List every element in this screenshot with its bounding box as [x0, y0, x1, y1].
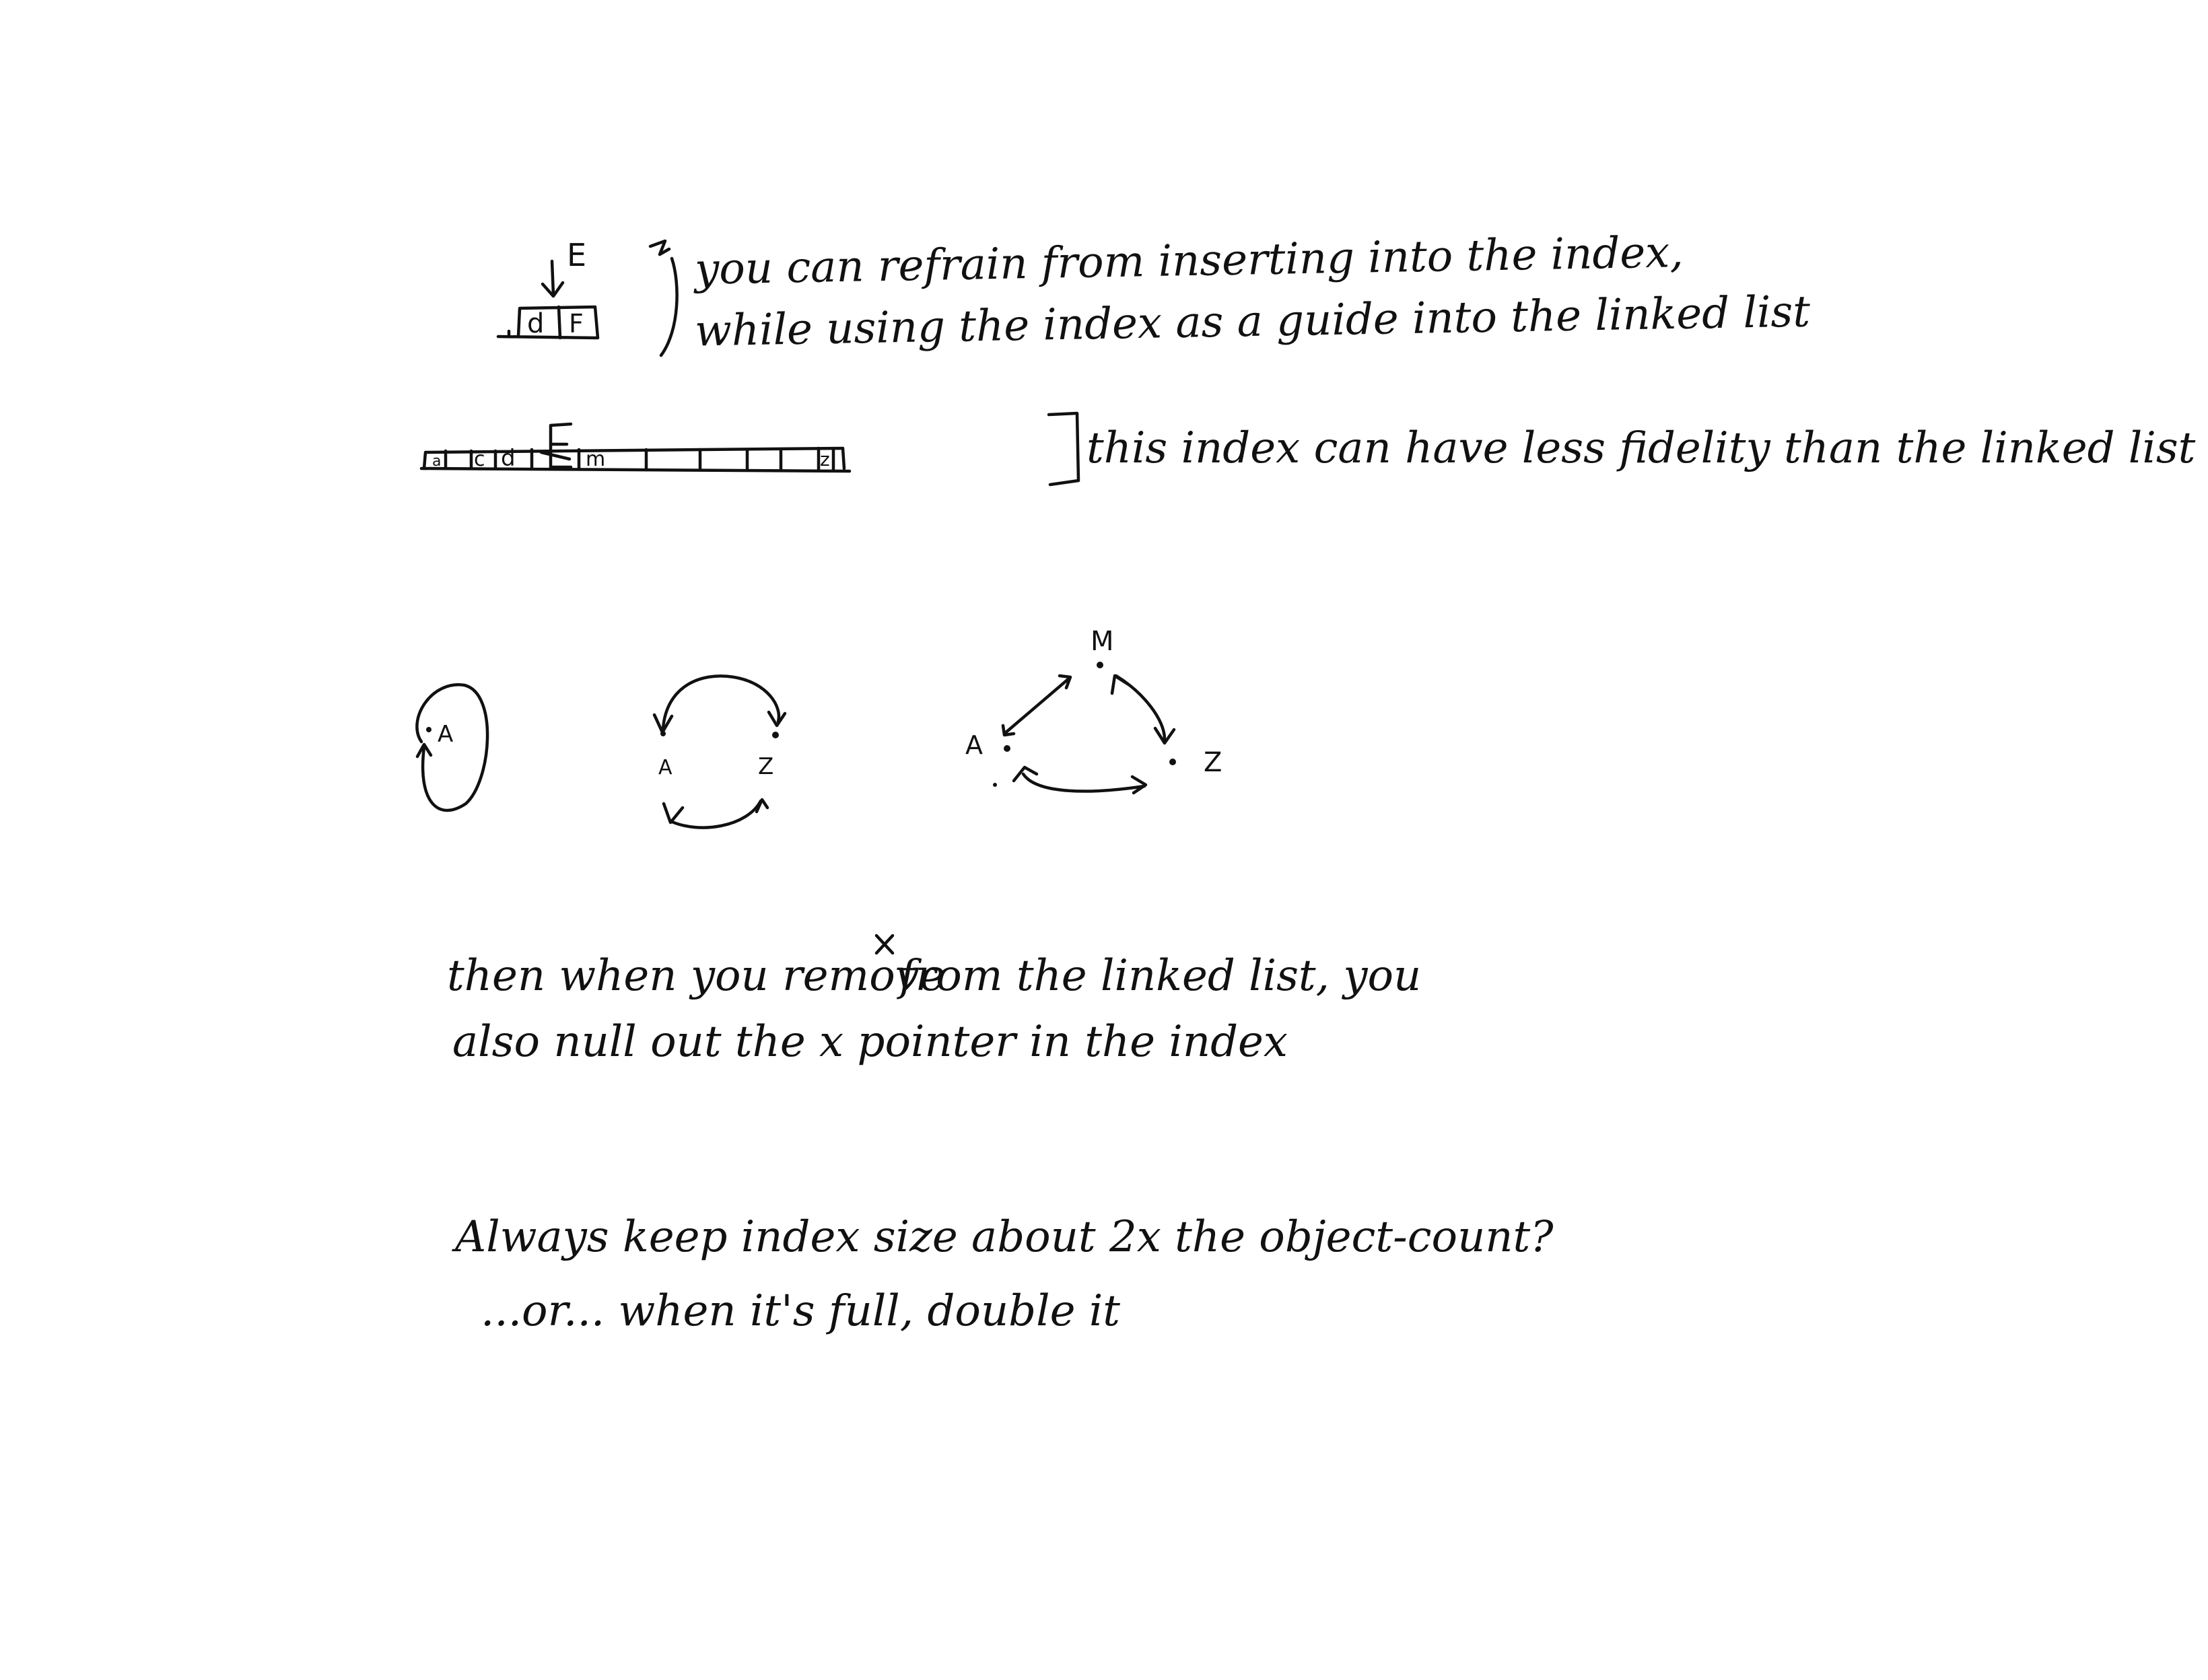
index-array: a c d m z — [419, 422, 852, 473]
array-cell-c: c — [474, 448, 485, 471]
ring-two-top-arc — [661, 674, 781, 730]
ring-two-top-heads — [652, 710, 787, 734]
bracket-fidelity — [1047, 411, 1080, 487]
ring-three-nodes: M A Z — [965, 626, 1222, 795]
ring-three-dot-m — [1097, 662, 1103, 668]
insert-diagram: E d F — [496, 237, 600, 340]
insert-new-key: E — [567, 237, 586, 273]
note-size-line2: ...or... when it's full, double it — [481, 1286, 1120, 1336]
array-cell-d: d — [501, 445, 516, 472]
ring-three-z-a — [1012, 765, 1148, 795]
ring-one-loop — [415, 683, 489, 812]
ring-two-bottom-heads — [662, 798, 769, 825]
array-cell-m: m — [586, 448, 605, 471]
ring-one-arrow-head — [415, 742, 433, 759]
ring-two-label-a: A — [658, 756, 672, 779]
ring-one-label-a: A — [438, 721, 453, 748]
note-fidelity: this index can have less fidelity than t… — [1086, 423, 2196, 473]
note-remove-line2: also null out the x pointer in the index — [452, 1017, 1288, 1067]
insert-arrow — [541, 259, 565, 298]
ring-three-label-a: A — [965, 730, 983, 760]
ring-three-dot-a — [1004, 745, 1010, 752]
remove-x-mark — [874, 934, 895, 955]
array-e-overwrite — [539, 422, 573, 470]
ring-one-node: A — [415, 683, 489, 812]
ring-three-label-z: Z — [1204, 747, 1222, 778]
note-remove-line1: then when you remove — [447, 951, 945, 1001]
ring-three-m-z — [1110, 674, 1176, 745]
ring-two-dot-a — [660, 731, 666, 736]
ring-three-dot-z — [1169, 759, 1176, 765]
ring-two-nodes: A Z — [652, 674, 787, 829]
ring-two-dot-z — [772, 732, 779, 738]
bracket-refrain — [648, 239, 679, 357]
ring-two-bottom-arc — [668, 799, 763, 829]
ring-one-dot — [426, 727, 432, 732]
array-cell-a: a — [432, 453, 441, 470]
array-cell-z: z — [820, 448, 830, 470]
array-outline — [419, 446, 852, 473]
note-size-line1: Always keep index size about 2x the obje… — [455, 1212, 1554, 1262]
insert-cell-f: F — [569, 309, 584, 339]
ring-two-label-z: Z — [758, 753, 773, 780]
ring-three-a-m — [1001, 674, 1072, 737]
note-remove-line1b: from the linked list, you — [899, 951, 1422, 1001]
insert-box — [496, 305, 600, 340]
ring-three-stray-dot — [993, 783, 997, 787]
insert-cell-d: d — [527, 308, 544, 339]
array-dividers — [444, 446, 835, 472]
ring-three-label-m: M — [1091, 626, 1114, 657]
